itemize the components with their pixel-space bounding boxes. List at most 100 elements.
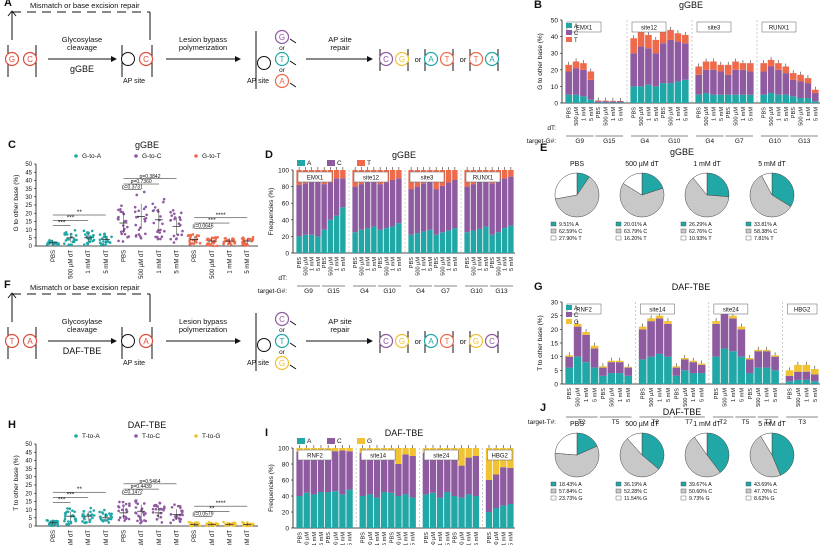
y-axis-title: Frequencies (%) — [268, 464, 275, 512]
x-tick-label: PBS — [567, 107, 573, 118]
data-point — [92, 509, 96, 512]
bar-segment-C — [508, 176, 514, 226]
bar-segment-A — [630, 86, 637, 103]
legend-swatch — [745, 495, 752, 501]
data-point — [117, 208, 120, 212]
bar-segment-T — [637, 31, 645, 47]
bar-segment-G — [458, 448, 465, 466]
legend-label: 47.70% C — [754, 489, 777, 495]
target-label: G4 — [360, 288, 369, 295]
data-point — [159, 237, 162, 241]
site-box — [423, 449, 459, 461]
bar-segment-A — [333, 215, 340, 253]
data-point — [63, 517, 67, 521]
bar-segment-G — [485, 448, 493, 480]
x-tick-label: PBS — [490, 257, 496, 268]
bar-segment-C — [444, 452, 451, 492]
bar-segment-A — [452, 228, 458, 253]
chart-J: J DAF-TBE PBS 18.43% A57.84% C23.73% G 500 µ… — [540, 402, 795, 502]
x-tick-label: 500 µM — [415, 257, 421, 276]
y-tick-label: 30 — [551, 51, 559, 58]
legend-label: 62.76% C — [689, 229, 712, 235]
bar-segment-A — [590, 367, 599, 384]
pie-slice-T — [622, 172, 643, 196]
x-tick-label: 1 mM — [391, 257, 397, 271]
bar-segment-A — [359, 496, 366, 528]
x-tick-label: 1 mM — [804, 388, 810, 402]
bar-segment-A — [762, 367, 771, 384]
data-point — [53, 519, 57, 523]
data-point — [91, 235, 95, 239]
legend-label: 33.81% A — [754, 222, 777, 228]
bar-segment-A — [582, 362, 590, 384]
bar-segment-A — [433, 234, 439, 253]
x-tick-label: 500 µM — [396, 532, 402, 545]
top-label: Mismatch or base excision repair — [30, 283, 140, 292]
bar-segment-T — [804, 78, 812, 84]
x-tick-label: PBS — [297, 257, 303, 268]
data-point — [103, 235, 106, 238]
site-label: site14 — [370, 454, 387, 460]
site-box — [360, 449, 396, 461]
bar-segment-A — [789, 96, 797, 103]
bar-segment-C — [383, 182, 390, 229]
data-point — [133, 205, 137, 209]
x-tick-label: PBS — [122, 250, 128, 262]
y-tick-label: 50 — [25, 162, 32, 168]
legend-swatch — [550, 495, 557, 501]
bar-segment-A — [572, 94, 580, 103]
step-label: Lesion bypass — [179, 35, 227, 44]
data-point — [107, 521, 111, 524]
x-tick-label: PBS — [567, 388, 573, 399]
bar-segment-T — [333, 170, 340, 179]
bar-segment-A — [489, 234, 495, 253]
y-tick-label: 40 — [551, 34, 559, 41]
data-point — [121, 240, 125, 243]
data-point — [222, 242, 225, 246]
bar-segment-C — [590, 348, 599, 368]
site-box — [631, 21, 667, 33]
data-point — [123, 232, 127, 236]
data-point — [229, 243, 233, 246]
bar-segment-C — [346, 451, 353, 490]
x-tick-label: 500 µM — [609, 388, 615, 407]
pie-title: PBS — [570, 161, 584, 168]
data-point — [51, 524, 54, 528]
data-point — [176, 504, 180, 508]
sig-label: p=0.5464 — [140, 479, 161, 485]
bar-segment-T — [452, 170, 458, 180]
data-point — [159, 515, 163, 519]
data-point — [173, 217, 176, 221]
bar-segment-C — [747, 71, 754, 95]
x-tick-label: 500 µM dT — [69, 250, 75, 279]
data-point — [206, 237, 210, 241]
ap-site — [257, 338, 271, 352]
data-point — [234, 523, 237, 526]
site-box — [696, 21, 732, 33]
data-point — [55, 241, 59, 245]
bar-segment-T — [702, 61, 710, 70]
data-point — [245, 242, 249, 246]
bar-segment-C — [607, 362, 616, 374]
x-tick-label: 1 mM — [422, 257, 428, 271]
pie-slice-C — [554, 445, 600, 478]
bar-segment-A — [580, 96, 587, 103]
base-label: G — [9, 55, 15, 64]
bar-segment-C — [652, 53, 660, 87]
data-point — [137, 209, 140, 213]
data-point — [216, 244, 219, 248]
y-tick-label: 20 — [282, 510, 290, 517]
data-point — [69, 520, 73, 524]
bar-segment-G — [745, 358, 754, 360]
bar-segment-C — [794, 371, 802, 380]
target-label: G10 — [668, 138, 681, 145]
site-label: RUNX1 — [473, 176, 494, 182]
bar-segment-A — [402, 494, 409, 528]
bar-segment-G — [339, 448, 346, 451]
bar-segment-G — [655, 315, 664, 319]
data-point — [89, 510, 92, 514]
legend-label: A — [574, 306, 578, 312]
bar-segment-C — [724, 74, 732, 95]
data-point — [117, 215, 120, 219]
bar-segment-A — [720, 348, 729, 384]
